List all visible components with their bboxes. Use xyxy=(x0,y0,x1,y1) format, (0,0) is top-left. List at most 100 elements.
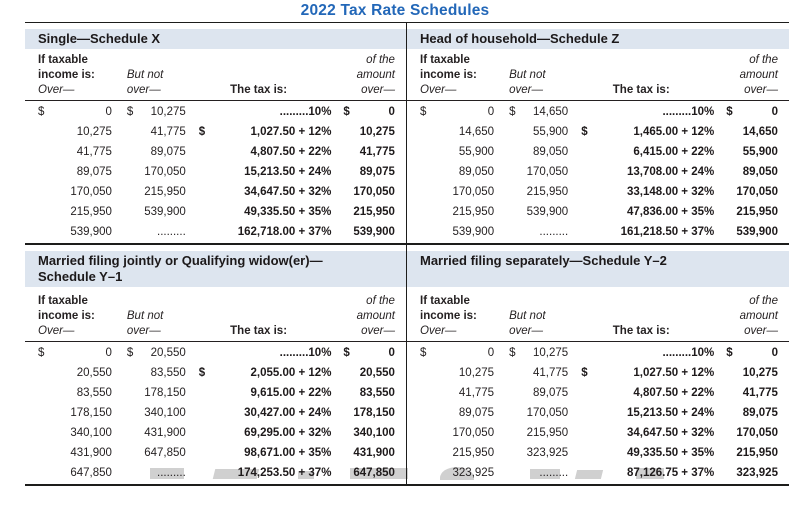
cell-value: 647,850 xyxy=(353,467,395,479)
table-cell: $20,550 xyxy=(112,344,186,364)
table-cell: 30,427.00 + 24% xyxy=(186,404,331,424)
cell-value: 215,950 xyxy=(736,447,778,459)
table-cell: 178,150 xyxy=(38,404,112,424)
table-cell: $0 xyxy=(38,103,112,123)
table-cell: 647,850 xyxy=(112,444,186,464)
cell-value: 83,550 xyxy=(76,387,112,399)
cell-value: 170,050 xyxy=(144,166,186,178)
column-header-col3: of the amount over— xyxy=(331,294,395,339)
column-header-line xyxy=(186,294,332,309)
table-cell: 15,213.50 + 24% xyxy=(568,404,714,424)
schedule-head-of-household: Head of household—Schedule Z If taxable in… xyxy=(406,23,789,243)
cell-value: 89,075 xyxy=(458,407,495,419)
cell-value: 178,150 xyxy=(353,407,395,419)
cell-value: 539,900 xyxy=(452,226,495,238)
table-row: 89,050 170,050 13,708.00 + 24% 89,050 xyxy=(420,163,778,183)
cell-value: 431,900 xyxy=(70,447,112,459)
table-cell: 89,075 xyxy=(38,163,112,183)
cell-value: 55,900 xyxy=(742,146,778,158)
table-cell: 55,900 xyxy=(714,143,778,163)
cell-value: 13,708.00 + 24% xyxy=(626,166,715,178)
dollar-sign: $ xyxy=(726,347,733,359)
table-cell: 170,050 xyxy=(331,183,395,203)
table-cell: 87,126.75 + 37% xyxy=(568,464,714,484)
table-cell: 41,775 xyxy=(112,123,186,143)
table-row: 89,075 170,050 15,213.50 + 24% 89,075 xyxy=(420,404,778,424)
table-cell: 174,253.50 + 37% xyxy=(186,464,332,484)
table-cell: 539,900 xyxy=(420,223,495,243)
table-cell: 83,550 xyxy=(331,384,395,404)
cell-value: 323,925 xyxy=(736,467,778,479)
cell-value: 89,050 xyxy=(533,146,569,158)
cell-value: 0 xyxy=(771,347,778,359)
cell-value: 34,647.50 + 32% xyxy=(626,427,715,439)
table-cell: 41,775 xyxy=(714,384,778,404)
cell-value: 0 xyxy=(487,106,495,118)
cell-value: .........10% xyxy=(662,106,715,118)
cell-value: 14,650 xyxy=(458,126,495,138)
cell-value: 89,075 xyxy=(359,166,395,178)
cell-value: 15,213.50 + 24% xyxy=(244,166,332,178)
table-cell: 539,900 xyxy=(112,203,186,223)
table-cell: 215,950 xyxy=(420,444,495,464)
table-row: 55,900 89,050 6,415.00 + 22% 55,900 xyxy=(420,143,778,163)
column-header-line: The tax is: xyxy=(612,84,670,96)
table-cell: 323,925 xyxy=(494,444,569,464)
table-cell: 215,950 xyxy=(112,183,186,203)
column-header-line: of the xyxy=(749,54,778,66)
cell-value: 10,275 xyxy=(742,367,778,379)
watermark-fragment xyxy=(150,468,184,479)
cell-value: 0 xyxy=(487,347,495,359)
dollar-sign: $ xyxy=(581,367,588,379)
schedule-rows: $0 $20,550 .........10% $0 20,550 83,550 $2,05… xyxy=(25,342,406,484)
table-row: 539,900......... 162,718.00 + 37% 539,900 xyxy=(38,223,395,243)
dollar-sign: $ xyxy=(509,347,516,359)
table-row: 340,100 431,900 69,295.00 + 32% 340,100 xyxy=(38,424,395,444)
column-header-line: of the xyxy=(366,295,395,307)
table-cell: ......... xyxy=(494,223,568,243)
table-cell: 340,100 xyxy=(331,424,395,444)
cell-value: 0 xyxy=(388,106,395,118)
table-cell: 14,650 xyxy=(714,123,778,143)
cell-value: 162,718.00 + 37% xyxy=(237,226,332,238)
table-cell: $0 xyxy=(714,103,778,123)
cell-value: 6,415.00 + 22% xyxy=(633,146,715,158)
column-header-line xyxy=(127,53,186,68)
schedule-rows: $0 $14,650 .........10% $0 14,650 55,900 $1,46… xyxy=(407,101,789,243)
table-row: 215,950 539,900 47,836.00 + 35% 215,950 xyxy=(420,203,778,223)
table-cell: 89,075 xyxy=(494,384,568,404)
column-header-line xyxy=(186,68,332,83)
cell-value: 539,900 xyxy=(70,226,112,238)
cell-value: 41,775 xyxy=(533,367,569,379)
table-cell: 49,335.50 + 35% xyxy=(568,444,714,464)
table-cell: $0 xyxy=(420,103,494,123)
table-cell: 323,925 xyxy=(420,464,495,484)
cell-value: 178,150 xyxy=(70,407,112,419)
table-cell: 4,807.50 + 22% xyxy=(568,384,714,404)
table-row: 10,275 41,775 $1,027.50 + 12% 10,275 xyxy=(38,123,395,143)
dollar-sign: $ xyxy=(343,106,350,118)
column-header-line xyxy=(568,294,714,309)
table-cell: 49,335.50 + 35% xyxy=(186,203,332,223)
column-headers: If taxable income is: Over— But not over— T… xyxy=(25,49,406,101)
table-cell: 9,615.00 + 22% xyxy=(186,384,332,404)
column-header-line: Over— xyxy=(420,84,457,96)
schedule-title-line: Schedule Y–1 xyxy=(38,269,123,284)
column-header-col1: But not over— xyxy=(112,53,186,98)
column-header-line: over— xyxy=(126,84,161,96)
column-header-line: over— xyxy=(744,325,778,337)
cell-value: 49,335.50 + 35% xyxy=(244,206,332,218)
cell-value: 1,465.00 + 12% xyxy=(633,126,715,138)
column-header-line: If taxable xyxy=(38,295,88,307)
schedule-title-band: Married filing separately—Schedule Y–2 xyxy=(407,251,789,287)
dollar-sign: $ xyxy=(726,106,733,118)
table-cell: 170,050 xyxy=(494,404,569,424)
cell-value: 89,075 xyxy=(742,407,778,419)
table-row: 41,775 89,075 4,807.50 + 22% 41,775 xyxy=(420,384,778,404)
schedule-title-band: Single—Schedule X xyxy=(25,29,406,49)
table-cell: 33,148.00 + 32% xyxy=(568,183,714,203)
column-header-col3: of the amount over— xyxy=(714,294,778,339)
table-row: 215,950 539,900 49,335.50 + 35% 215,950 xyxy=(38,203,395,223)
cell-value: 69,295.00 + 32% xyxy=(244,427,332,439)
